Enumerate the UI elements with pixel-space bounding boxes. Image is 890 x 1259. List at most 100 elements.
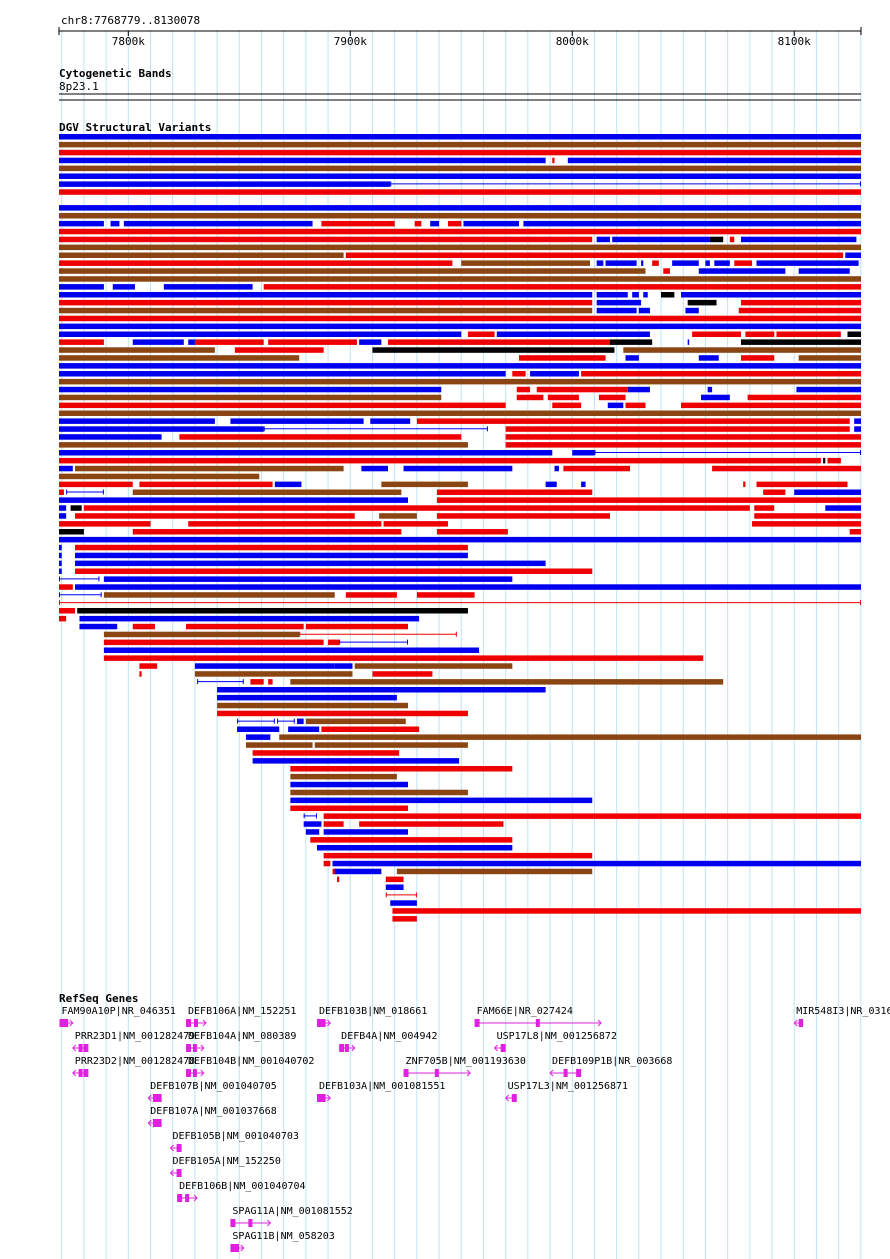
sv-bar (609, 339, 653, 345)
gene-label: DEFB103A|NM_001081551 (319, 1081, 445, 1092)
sv-bar (390, 900, 417, 906)
sv-bar (59, 394, 442, 401)
sv-bar (752, 521, 861, 527)
cytoband-track-title: Cytogenetic Bands (59, 67, 172, 80)
sv-bar (383, 521, 448, 527)
sv-bar (321, 220, 395, 227)
gene-exon (192, 1044, 197, 1052)
sv-bar (681, 402, 861, 409)
gene-exon (321, 1094, 326, 1102)
sv-bar (103, 592, 335, 598)
sv-bar (794, 489, 861, 495)
sv-bar (305, 623, 408, 630)
sv-bar (79, 623, 118, 630)
sv-bar (698, 355, 719, 361)
sv-bar (692, 331, 741, 337)
sv-bar (685, 307, 699, 314)
sv-bar (505, 442, 861, 448)
gene-label: FAM66E|NR_027424 (477, 1006, 573, 1017)
strand-arrow-icon (72, 1069, 77, 1077)
sv-bar (372, 347, 615, 353)
sv-bar (372, 671, 433, 677)
sv-bar (194, 663, 335, 669)
sv-bar (709, 236, 724, 243)
sv-bar (59, 521, 151, 527)
sv-bar (59, 536, 861, 543)
gene-exon (434, 1069, 439, 1077)
sv-bar (854, 426, 861, 432)
sv-bar (361, 465, 389, 472)
gene-label: MIR548I3|NR_031689 (796, 1006, 890, 1017)
sv-bar (59, 497, 408, 503)
sv-bar (581, 371, 861, 377)
gene-exon (563, 1069, 568, 1077)
sv-bar (103, 655, 704, 661)
sv-bar (436, 529, 508, 535)
gene-exon (798, 1019, 804, 1027)
sv-bar (75, 568, 593, 574)
gene-exon (78, 1044, 83, 1052)
gene-exon (78, 1069, 83, 1077)
gene-label: PRR23D1|NM_001282479 (75, 1031, 195, 1042)
sv-bar (59, 315, 861, 322)
sv-bar (436, 513, 610, 519)
gene-label: DEFB106A|NM_152251 (188, 1006, 296, 1017)
sv-bar (59, 363, 861, 369)
sv-bar (139, 663, 158, 669)
sv-bar (552, 157, 555, 164)
sv-bar (290, 679, 724, 685)
sv-bar (59, 244, 861, 251)
sv-bar (290, 805, 408, 811)
gene-label: FAM90A10P|NR_046351 (61, 1006, 175, 1017)
gene-exon (176, 1144, 182, 1152)
gene-label: DEFB105A|NM_152250 (172, 1156, 280, 1167)
sv-bar (776, 331, 841, 337)
sv-bar (447, 220, 462, 227)
gene-exon (83, 1069, 89, 1077)
gene-exon (185, 1194, 190, 1202)
sv-bar (505, 426, 850, 432)
ruler-tick-label: 8000k (556, 35, 589, 48)
strand-arrow-icon (169, 1144, 174, 1152)
sv-bar (186, 623, 304, 630)
sv-bar (323, 860, 331, 867)
sv-bar (847, 331, 861, 337)
gene-exon (339, 1044, 345, 1052)
sv-bar (681, 292, 861, 298)
sv-bar (625, 402, 646, 409)
gene-exon (344, 1044, 349, 1052)
sv-bar (75, 560, 546, 567)
sv-bar (512, 371, 526, 377)
sv-bar (516, 386, 531, 393)
sv-bar (370, 418, 411, 424)
sv-bar (607, 402, 624, 409)
gene-exon (186, 1019, 192, 1027)
sv-bar (59, 181, 391, 187)
sv-bar (303, 821, 322, 827)
sv-bar (354, 663, 513, 669)
sv-bar (59, 157, 546, 164)
sv-bar (332, 860, 861, 867)
sv-bar (598, 394, 626, 401)
ruler-tick-label: 7800k (112, 35, 145, 48)
strand-arrow-icon (147, 1094, 152, 1102)
sv-bar (747, 394, 861, 401)
sv-bar (245, 742, 313, 748)
sv-bar (179, 434, 462, 440)
sv-bar (623, 347, 861, 353)
sv-bar (250, 679, 264, 685)
sv-bar (59, 299, 593, 306)
gene-exon (177, 1194, 183, 1202)
gene-exon (511, 1094, 517, 1102)
strand-arrow-icon (267, 1219, 272, 1227)
sv-bar (245, 734, 271, 740)
sv-bar (563, 465, 630, 472)
sv-bar (652, 260, 659, 266)
sv-bar (103, 576, 513, 582)
sv-bar (59, 347, 215, 353)
sv-bar (59, 434, 162, 440)
sv-bar (385, 876, 404, 883)
sv-bar (734, 260, 753, 266)
sv-bar (59, 339, 104, 345)
sv-bar (290, 797, 593, 804)
